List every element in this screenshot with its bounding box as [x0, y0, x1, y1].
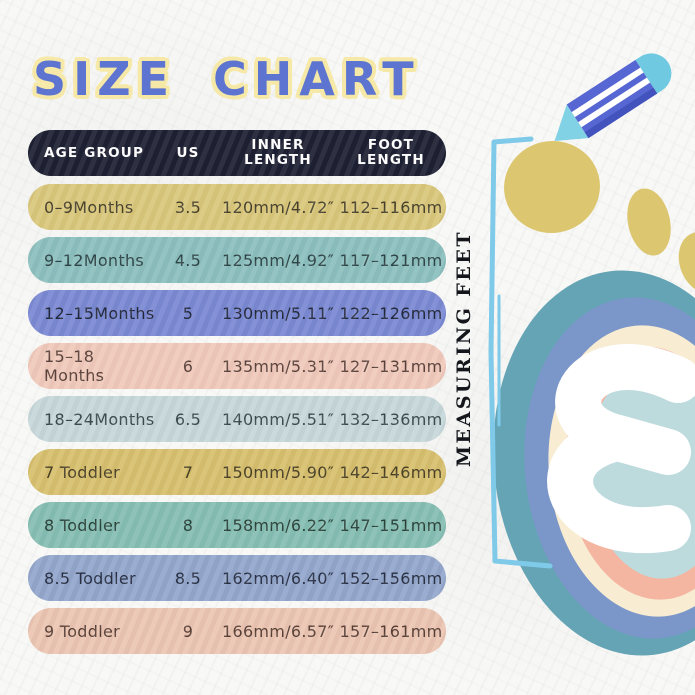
header-foot-length: FOOT LENGTH [357, 137, 425, 168]
cell-us-size: 6 [182, 356, 194, 376]
header-us: US [176, 144, 200, 161]
cell-inner-length: 158mm/6.22″ [221, 515, 334, 535]
cell-foot-length: 142–146mm [339, 462, 443, 482]
cell-inner-length: 150mm/5.90″ [221, 462, 334, 482]
cell-inner-length: 120mm/4.72″ [221, 197, 334, 217]
table-row: 8.5 Toddler 8.5 162mm/6.40″ 152–156mm [28, 555, 446, 601]
pencil-icon [554, 53, 672, 142]
table-header-row: AGE GROUP US INNER LENGTH FOOT LENGTH [28, 130, 446, 176]
cell-us-size: 6.5 [174, 409, 202, 429]
size-table: AGE GROUP US INNER LENGTH FOOT LENGTH 0–… [28, 130, 446, 661]
cell-age-group: 9 Toddler [44, 621, 120, 641]
table-row: 12–15Months 5 130mm/5.11″ 122–126mm [28, 290, 446, 336]
cell-foot-length: 157–161mm [339, 621, 443, 641]
cell-age-group: 8 Toddler [44, 515, 120, 535]
header-age-group: AGE GROUP [44, 144, 145, 161]
cell-inner-length: 166mm/6.57″ [221, 621, 334, 641]
cell-foot-length: 127–131mm [339, 356, 443, 376]
cell-foot-length: 132–136mm [339, 409, 443, 429]
cell-us-size: 9 [182, 621, 194, 641]
cell-age-group: 8.5 Toddler [44, 568, 136, 588]
table-row: 0–9Months 3.5 120mm/4.72″ 112–116mm [28, 184, 446, 230]
cell-age-group: 12–15Months [44, 303, 155, 323]
cell-us-size: 8 [182, 515, 194, 535]
page-title: SIZE CHART [33, 52, 421, 106]
table-row: 9 Toddler 9 166mm/6.57″ 157–161mm [28, 608, 446, 654]
cell-us-size: 8.5 [174, 568, 202, 588]
cell-inner-length: 130mm/5.11″ [221, 303, 334, 323]
cell-foot-length: 122–126mm [339, 303, 443, 323]
cell-inner-length: 135mm/5.31″ [221, 356, 334, 376]
table-row: 9–12Months 4.5 125mm/4.92″ 117–121mm [28, 237, 446, 283]
cell-age-group: 0–9Months [44, 197, 134, 217]
table-row: 8 Toddler 8 158mm/6.22″ 147–151mm [28, 502, 446, 548]
table-row: 18–24Months 6.5 140mm/5.51″ 132–136mm [28, 396, 446, 442]
foot-squiggle-icon [547, 344, 695, 553]
cell-inner-length: 125mm/4.92″ [221, 250, 334, 270]
cell-age-group: 18–24Months [44, 409, 155, 429]
measuring-feet-label: MEASURING FEET [453, 229, 475, 467]
cell-foot-length: 147–151mm [339, 515, 443, 535]
cell-us-size: 5 [182, 303, 194, 323]
cell-inner-length: 162mm/6.40″ [221, 568, 334, 588]
table-row: 15–18 Months 6 135mm/5.31″ 127–131mm [28, 343, 446, 389]
table-row: 7 Toddler 7 150mm/5.90″ 142–146mm [28, 449, 446, 495]
cell-age-group: 15–18 Months [44, 347, 105, 385]
header-inner-length: INNER LENGTH [244, 137, 312, 168]
cell-us-size: 3.5 [174, 197, 202, 217]
cell-foot-length: 117–121mm [339, 250, 443, 270]
cell-us-size: 7 [182, 462, 194, 482]
cell-age-group: 7 Toddler [44, 462, 120, 482]
cell-age-group: 9–12Months [44, 250, 145, 270]
foot-pad-icon [493, 270, 695, 656]
cell-foot-length: 112–116mm [339, 197, 443, 217]
cell-foot-length: 152–156mm [339, 568, 443, 588]
foot-toes-icon [504, 140, 695, 295]
cell-us-size: 4.5 [174, 250, 202, 270]
cell-inner-length: 140mm/5.51″ [221, 409, 334, 429]
measuring-bracket-icon [488, 136, 553, 569]
